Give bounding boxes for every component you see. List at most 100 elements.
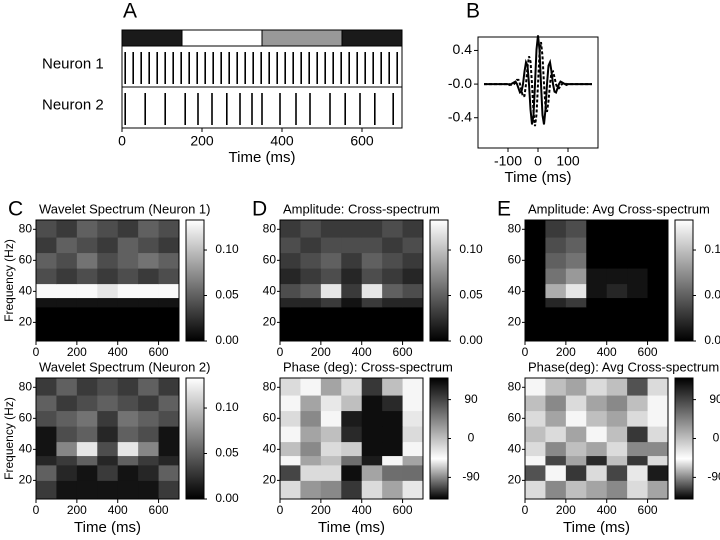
heatmap-cell — [606, 220, 628, 238]
y-tick-label: 20 — [263, 315, 277, 329]
heatmap-cell — [300, 464, 322, 481]
heatmap-cell — [280, 441, 301, 457]
heatmap-cell — [56, 322, 78, 342]
heatmap-cell — [525, 252, 546, 269]
heatmap-cell — [158, 378, 180, 396]
heatmap-cell — [320, 322, 342, 342]
heatmap-cell — [97, 480, 119, 500]
heatmap-cell — [56, 220, 78, 238]
x-axis-label: Time (ms) — [505, 169, 572, 186]
heatmap-cell — [117, 464, 139, 481]
heatmap-cell — [525, 426, 546, 443]
heatmap-cell — [606, 464, 628, 481]
heatmap-cell — [545, 426, 567, 443]
y-tick-label: 40 — [19, 284, 33, 298]
heatmap-cell — [606, 455, 628, 466]
heatmap-cell — [36, 464, 57, 481]
heatmap-cell — [341, 441, 363, 457]
x-tick-label: 400 — [597, 503, 617, 517]
heatmap-cell — [565, 410, 587, 427]
heatmap-cell — [320, 480, 342, 500]
colorbar-tick-label: 0.10 — [459, 242, 483, 256]
series-label: Neuron 2 — [42, 96, 104, 113]
y-tick-label: 20 — [508, 473, 522, 487]
heatmap-cell — [280, 306, 301, 323]
heatmap-cell — [341, 464, 363, 481]
heatmap-cell — [647, 322, 669, 342]
x-tick-label: 0 — [522, 345, 529, 359]
heatmap-cell — [565, 480, 587, 500]
heatmap-cell — [545, 480, 567, 500]
x-tick-label: 0 — [33, 503, 40, 517]
heatmap-cell — [545, 322, 567, 342]
heatmap-cell — [647, 268, 669, 285]
stimulus-period — [341, 29, 403, 47]
heatmap-cell — [56, 283, 78, 299]
heatmap-cell — [280, 220, 301, 238]
heatmap-cell — [76, 220, 98, 238]
heatmap-cell — [56, 252, 78, 269]
heatmap-cell — [97, 268, 119, 285]
heatmap-cell — [647, 297, 669, 308]
heatmap-cell — [341, 426, 363, 443]
heatmap-cell — [382, 268, 404, 285]
heatmap-cell — [320, 395, 342, 412]
x-tick-label: 0 — [33, 345, 40, 359]
heatmap-cell — [586, 455, 608, 466]
heatmap-cell — [300, 426, 322, 443]
x-axis-label: Time (ms) — [563, 519, 630, 536]
heatmap-cell — [117, 220, 139, 238]
heatmap-cell — [36, 237, 57, 254]
heatmap-cell — [341, 322, 363, 342]
y-tick-label: 60 — [508, 411, 522, 425]
heatmap-cell — [361, 322, 383, 342]
y-axis-label: Frequency (Hz) — [2, 397, 16, 480]
heatmap-cell — [565, 297, 587, 308]
heatmap-cell — [402, 220, 424, 238]
heatmap-cell — [280, 252, 301, 269]
y-tick-label: 40 — [263, 442, 277, 456]
heatmap-cell — [56, 426, 78, 443]
heatmap-cell — [627, 426, 649, 443]
heatmap-cell — [361, 237, 383, 254]
heatmap-cell — [36, 283, 57, 299]
y-tick-label: 60 — [19, 411, 33, 425]
x-tick-label: 0 — [534, 153, 542, 169]
heatmap-cell — [97, 441, 119, 457]
heatmap-cell — [545, 252, 567, 269]
panel-letter: E — [497, 198, 511, 221]
x-axis-label: Time (ms) — [229, 149, 296, 166]
heatmap-cell — [525, 268, 546, 285]
heatmap-cell — [341, 252, 363, 269]
heatmap-cell — [97, 306, 119, 323]
heatmap-cell — [97, 378, 119, 396]
heatmap-cell — [117, 322, 139, 342]
x-tick-label: 400 — [352, 345, 372, 359]
heatmap-cell — [402, 322, 424, 342]
heatmap-cell — [56, 480, 78, 500]
heatmap-cell — [138, 220, 160, 238]
heatmap-cell — [545, 395, 567, 412]
heatmap-cell — [525, 410, 546, 427]
y-tick-label: 20 — [508, 315, 522, 329]
heatmap-cell — [402, 237, 424, 254]
panel-letter: B — [466, 0, 480, 23]
heatmap-cell — [158, 410, 180, 427]
heatmap-cell — [97, 410, 119, 427]
y-tick-label: 80 — [19, 379, 33, 393]
heatmap-cell — [402, 426, 424, 443]
heatmap-cell — [647, 455, 669, 466]
heatmap-cell — [341, 237, 363, 254]
heatmap-cell — [606, 378, 628, 396]
heatmap-cell — [627, 480, 649, 500]
heatmap-cell — [565, 322, 587, 342]
heatmap-cell — [545, 306, 567, 323]
heatmap-cell — [280, 297, 301, 308]
x-tick-label: 0 — [522, 503, 529, 517]
plot-title: Amplitude: Cross-spectrum — [283, 201, 440, 216]
heatmap-cell — [158, 455, 180, 466]
y-tick-label: -0.0 — [448, 75, 472, 91]
heatmap-cell — [280, 426, 301, 443]
